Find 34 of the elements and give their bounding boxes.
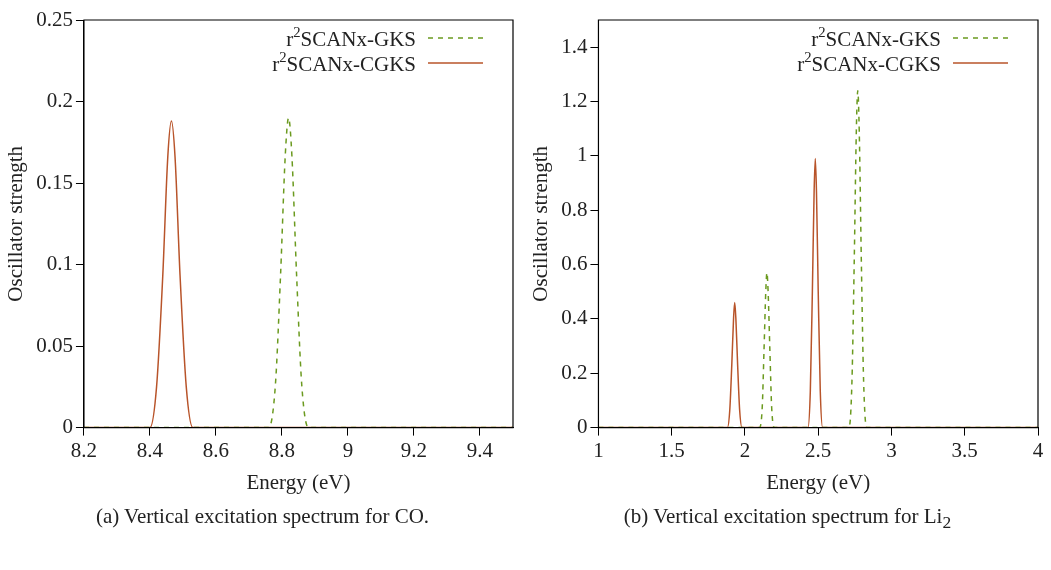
text: (b) Vertical excitation spectrum for Li$_{2}$ [622,504,953,534]
y-tick-label: 0.2 [46,88,73,113]
y-tick-label: 0.6 [561,251,588,276]
y-tick-label: 0.2 [561,359,588,384]
x-tick-label: 8.4 [136,437,164,462]
y-tick-label: 1.4 [561,33,588,58]
x-axis-title: Energy (eV) [246,469,351,494]
y-tick-label: 1.2 [561,88,588,113]
y-tick-label: 0 [576,414,588,439]
y-tick-label: 0.05 [36,332,73,357]
y-tick-label: 0.8 [561,196,588,221]
y-tick-label: 0.15 [36,169,73,194]
x-tick-label: 3.5 [951,437,978,462]
y-tick-label: 0.1 [46,251,73,276]
y-tick-label: 0.25 [36,6,73,31]
x-axis-title: Energy (eV) [766,469,871,494]
y-axis-title: Oscillator strength [528,145,553,302]
x-tick-label: 1.5 [658,437,685,462]
y-axis-title: Oscillator strength [3,145,28,302]
x-tick-label: 1 [593,437,604,462]
x-tick-label: 4 [1032,437,1044,462]
x-tick-label: 8.6 [202,437,230,462]
x-tick-label: 3 [886,437,897,462]
y-tick-label: 0 [62,414,73,439]
x-tick-label: 9.4 [466,437,494,462]
text: (a) Vertical excitation spectrum for CO. [94,504,431,529]
y-tick-label: 0.4 [561,305,588,330]
y-tick-label: 1 [576,142,588,167]
x-tick-label: 9 [342,437,354,462]
x-tick-label: 8.8 [268,437,296,462]
x-tick-label: 2 [739,437,751,462]
x-tick-label: 9.2 [400,437,428,462]
x-tick-label: 8.2 [70,437,98,462]
x-tick-label: 2.5 [805,437,832,462]
